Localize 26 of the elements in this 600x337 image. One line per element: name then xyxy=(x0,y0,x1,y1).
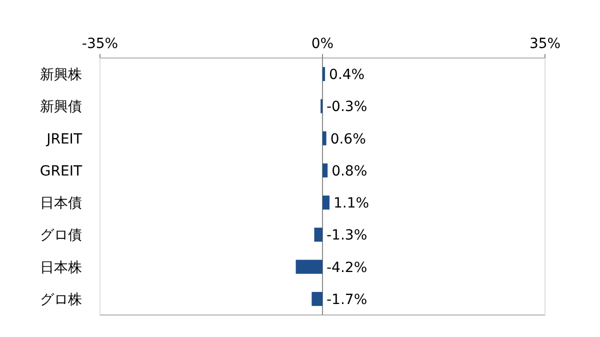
data-label: -1.7% xyxy=(326,292,368,308)
data-label: 1.1% xyxy=(333,196,370,212)
x-tick-label: 0% xyxy=(311,36,334,52)
x-tick-label: -35% xyxy=(82,36,118,52)
y-tick-label: 新興債 xyxy=(40,99,82,116)
bar xyxy=(322,163,328,178)
data-label: -1.3% xyxy=(326,228,368,244)
bar xyxy=(312,292,322,306)
bar xyxy=(322,67,326,82)
data-label: 0.4% xyxy=(329,67,365,84)
data-label: 0.8% xyxy=(332,163,368,180)
data-label: 0.6% xyxy=(330,131,366,148)
data-label: -0.3% xyxy=(326,99,368,116)
x-tick-label: 35% xyxy=(529,36,561,52)
y-tick-label: 日本債 xyxy=(40,196,82,212)
bar xyxy=(296,260,322,274)
bar xyxy=(314,228,322,242)
y-tick-label: グロ債 xyxy=(40,228,82,244)
bar xyxy=(322,131,326,146)
y-tick-label: GREIT xyxy=(40,163,82,180)
y-tick-label: 新興株 xyxy=(40,67,82,84)
data-label: -4.2% xyxy=(326,260,368,276)
y-tick-label: グロ株 xyxy=(40,292,82,308)
bar xyxy=(322,196,330,210)
y-tick-label: 日本株 xyxy=(40,260,82,276)
y-tick-label: JREIT xyxy=(46,131,82,148)
